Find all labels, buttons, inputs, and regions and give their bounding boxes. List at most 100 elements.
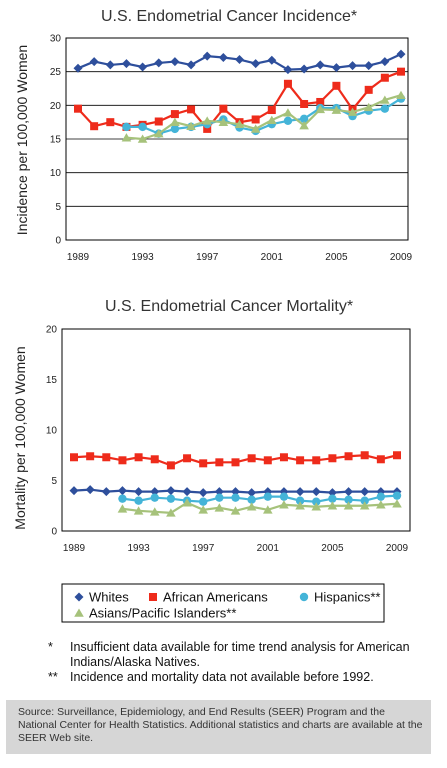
incidence-chart-title: U.S. Endometrial Cancer Incidence*	[101, 8, 357, 25]
mortality-data-point	[117, 504, 128, 513]
mortality-data-point	[246, 502, 257, 511]
mortality-data-point	[214, 503, 225, 512]
mortality-data-point	[392, 499, 402, 508]
mortality-data-point	[328, 494, 337, 503]
incidence-data-point	[315, 104, 326, 114]
mortality-data-point	[296, 456, 305, 465]
mortality-data-point	[231, 458, 240, 467]
mortality-data-point	[263, 456, 272, 465]
incidence-data-point	[397, 67, 405, 76]
mortality-data-point	[311, 487, 321, 497]
mortality-data-point	[279, 500, 289, 509]
mortality-data-point	[312, 456, 321, 465]
incidence-x-tick-label: 2001	[261, 252, 284, 263]
mortality-data-point	[376, 455, 385, 464]
incidence-data-point	[235, 55, 244, 65]
mortality-plot-frame	[61, 328, 411, 532]
mortality-data-point	[166, 486, 176, 496]
mortality-series-asians-pacific-islanders	[117, 498, 402, 517]
mortality-series-african-americans	[70, 451, 401, 470]
incidence-data-point	[380, 95, 390, 104]
incidence-data-point	[299, 114, 309, 124]
mortality-data-point	[360, 487, 370, 497]
mortality-y-tick-label: 15	[46, 375, 58, 386]
mortality-data-point	[359, 501, 370, 510]
charts-canvas: U.S. Endometrial Cancer Incidence* Incid…	[12, 8, 413, 623]
mortality-data-point	[150, 487, 160, 497]
mortality-data-point	[279, 492, 289, 501]
incidence-data-point	[153, 129, 164, 138]
incidence-data-point	[138, 62, 148, 72]
incidence-chart: U.S. Endometrial Cancer Incidence* Incid…	[14, 8, 413, 263]
mortality-y-tick-label: 20	[46, 325, 58, 336]
mortality-data-point	[360, 451, 369, 460]
incidence-data-point	[170, 110, 179, 119]
legend-marker-triangle	[74, 608, 84, 617]
incidence-data-point	[170, 57, 180, 67]
incidence-data-point	[218, 117, 229, 126]
incidence-data-point	[283, 108, 293, 117]
mortality-data-point	[101, 487, 111, 497]
mortality-data-point	[295, 487, 305, 497]
incidence-data-point	[170, 124, 180, 134]
mortality-data-point	[392, 491, 402, 500]
mortality-data-point	[360, 496, 369, 505]
mortality-chart-title: U.S. Endometrial Cancer Mortality*	[105, 298, 353, 315]
incidence-data-point	[267, 115, 277, 124]
mortality-data-point	[295, 501, 305, 510]
incidence-data-point	[267, 106, 276, 115]
incidence-data-point	[364, 85, 373, 94]
legend-label: Hispanics**	[314, 590, 380, 605]
mortality-series-line	[122, 494, 398, 503]
mortality-data-point	[134, 496, 143, 505]
footnote-1-text: Insufficient data available for time tre…	[70, 640, 410, 669]
incidence-data-point	[219, 104, 228, 113]
incidence-series-whites	[73, 49, 406, 75]
mortality-data-point	[198, 505, 208, 514]
incidence-y-axis-label: Incidence per 100,000 Women	[14, 45, 30, 235]
mortality-data-point	[183, 454, 192, 463]
mortality-data-point	[376, 492, 386, 501]
mortality-data-point	[344, 452, 353, 461]
mortality-data-point	[393, 451, 401, 460]
mortality-data-point	[86, 452, 95, 461]
incidence-data-point	[283, 116, 293, 126]
incidence-data-point	[203, 124, 212, 133]
footnote-1-mark: *	[48, 640, 53, 654]
mortality-data-point	[70, 453, 78, 462]
legend-label: Whites	[89, 590, 129, 605]
mortality-data-point	[376, 500, 386, 509]
incidence-data-point	[122, 122, 131, 132]
incidence-y-tick-label: 0	[55, 236, 61, 247]
footnote-2: ** Incidence and mortality data not avai…	[48, 670, 428, 685]
mortality-x-tick-label: 2001	[257, 543, 280, 554]
mortality-data-point	[247, 495, 256, 504]
mortality-x-tick-label: 2005	[321, 543, 344, 554]
legend-label: Asians/Pacific Islanders**	[89, 606, 236, 621]
mortality-data-point	[231, 487, 240, 497]
footnote-2-mark: **	[48, 670, 58, 684]
mortality-data-point	[134, 453, 143, 462]
incidence-data-point	[251, 59, 261, 69]
incidence-series-hispanics	[122, 94, 406, 138]
incidence-data-point	[380, 104, 390, 113]
mortality-y-axis-label: Mortality per 100,000 Women	[12, 346, 28, 529]
incidence-data-point	[251, 115, 260, 124]
incidence-data-point	[74, 104, 82, 113]
incidence-data-point	[202, 116, 212, 125]
mortality-data-point	[263, 505, 273, 514]
mortality-data-point	[117, 486, 127, 496]
incidence-data-point	[106, 118, 115, 127]
mortality-data-point	[247, 454, 256, 463]
legend: Whites African Americans Hispanics** Asians…	[61, 583, 385, 623]
incidence-data-point	[202, 51, 212, 61]
incidence-x-tick-label: 2009	[390, 252, 413, 263]
legend-marker-circle	[299, 592, 309, 602]
mortality-data-point	[133, 506, 144, 515]
source-note: Source: Surveillance, Epidemiology, and …	[6, 700, 431, 754]
incidence-x-tick-label: 1993	[131, 252, 154, 263]
incidence-data-point	[89, 57, 99, 67]
incidence-y-tick-label: 10	[50, 168, 62, 179]
incidence-data-point	[299, 121, 309, 130]
mortality-data-point	[247, 488, 257, 498]
